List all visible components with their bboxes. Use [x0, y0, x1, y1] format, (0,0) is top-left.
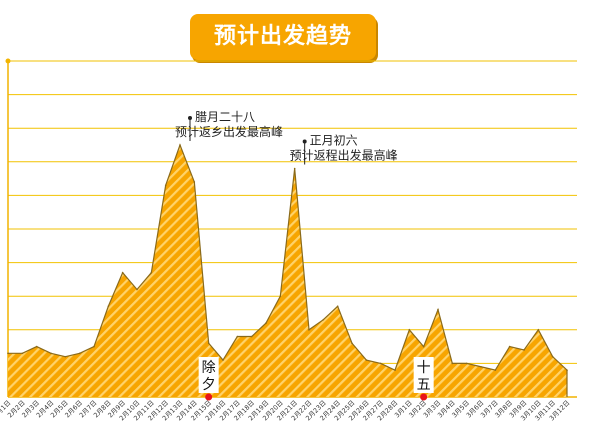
data-point [107, 305, 110, 308]
marker-label-bg [413, 357, 434, 393]
data-point [236, 335, 239, 338]
data-point [64, 355, 67, 358]
annotation-text: 预计返乡出发最高峰 [175, 124, 283, 139]
marker-label-bg [198, 357, 219, 393]
area-fill [8, 145, 567, 397]
data-point [566, 369, 568, 371]
series-area [7, 143, 568, 397]
data-point [7, 352, 9, 355]
data-point [336, 305, 339, 308]
data-point [365, 359, 368, 361]
data-point [422, 345, 425, 348]
data-point [207, 342, 210, 345]
marker-label: 夕 [202, 377, 216, 393]
data-point [279, 295, 282, 298]
data-point [437, 308, 439, 311]
data-point [537, 329, 540, 331]
data-point [121, 271, 124, 274]
data-point [193, 181, 196, 183]
data-point [551, 355, 554, 358]
marker-label: 十 [417, 360, 431, 376]
marker-label: 除 [202, 360, 216, 376]
data-point [150, 271, 153, 274]
data-point [322, 318, 325, 321]
data-point [293, 167, 296, 170]
annotation-text: 腊月二十八 [195, 110, 255, 124]
holiday-markers: 除夕 十五 [198, 357, 434, 401]
data-point [21, 352, 24, 355]
marker-dot [205, 393, 213, 401]
annotation-dot [188, 116, 192, 120]
data-point [78, 352, 81, 355]
data-point [394, 369, 396, 371]
data-point [480, 365, 482, 368]
marker-dot [420, 393, 428, 401]
x-tick-labels: 2月1日2月2日2月3日2月4日2月5日2月6日2月7日2月8日2月9日2月10… [0, 399, 571, 423]
data-point [408, 329, 411, 331]
data-point [451, 362, 454, 365]
data-point [250, 335, 253, 338]
annotation-dot [302, 139, 307, 144]
data-point [265, 322, 267, 324]
data-point [222, 359, 224, 361]
data-point [308, 329, 310, 331]
marker-label: 五 [417, 377, 431, 393]
y-axis-top-dot [5, 58, 11, 64]
data-point [508, 345, 511, 348]
data-point [164, 184, 167, 187]
data-point [35, 345, 38, 348]
data-point [93, 345, 95, 348]
data-point [379, 362, 382, 365]
data-point [50, 352, 52, 355]
annotation-text: 正月初六 [310, 134, 358, 148]
data-point [136, 288, 138, 291]
data-point [465, 362, 468, 365]
data-point [179, 144, 181, 146]
data-point [494, 369, 497, 371]
data-point [523, 349, 525, 351]
data-point [351, 342, 353, 345]
chart-title: 预计出发趋势 [190, 14, 376, 60]
annotation-text: 预计返程出发最高峰 [290, 148, 398, 163]
